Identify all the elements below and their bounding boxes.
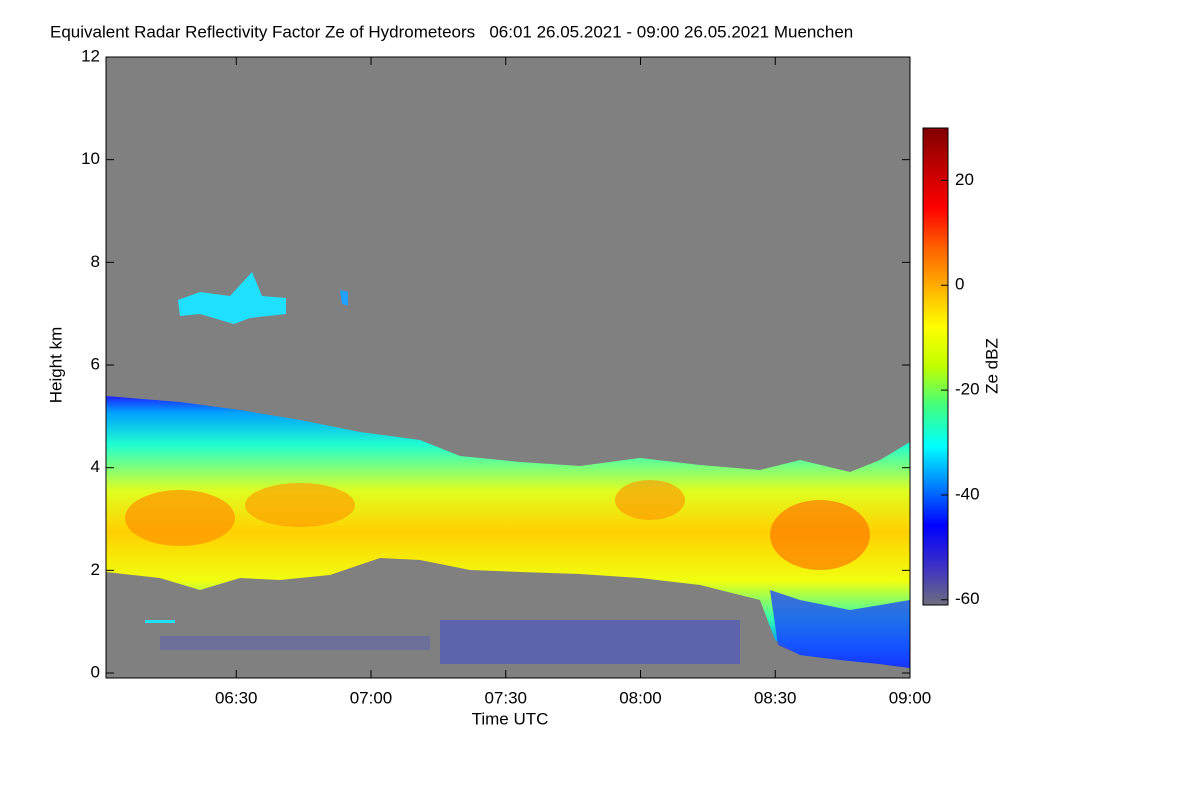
y-tick-label: 6: [91, 354, 100, 373]
y-axis-label: Height km: [46, 327, 65, 404]
colorbar-tick-label: -60: [955, 589, 980, 608]
colorbar-label: Ze dBZ: [982, 338, 1001, 394]
x-tick-label: 08:00: [619, 688, 662, 707]
radar-field: [106, 272, 910, 668]
colorbar-tick-label: -20: [955, 380, 980, 399]
y-tick-label: 12: [81, 46, 100, 65]
colorbar-tick-label: -40: [955, 484, 980, 503]
y-tick-label: 10: [81, 149, 100, 168]
x-tick-label: 08:30: [754, 688, 797, 707]
y-tick-label: 4: [91, 457, 100, 476]
y-tick-label: 8: [91, 252, 100, 271]
x-axis-label: Time UTC: [472, 709, 549, 728]
colorbar-tick-label: 0: [955, 275, 964, 294]
x-tick-label: 07:00: [350, 688, 393, 707]
colorbar-tick-label: 20: [955, 170, 974, 189]
x-tick-label: 06:30: [215, 688, 258, 707]
x-tick-label: 07:30: [484, 688, 527, 707]
colorbar: [922, 127, 949, 606]
x-tick-label: 09:00: [889, 688, 932, 707]
plot-frame: [105, 56, 911, 679]
chart-title: Equivalent Radar Reflectivity Factor Ze …: [50, 22, 853, 41]
y-tick-label: 0: [91, 662, 100, 681]
y-tick-label: 2: [91, 560, 100, 579]
